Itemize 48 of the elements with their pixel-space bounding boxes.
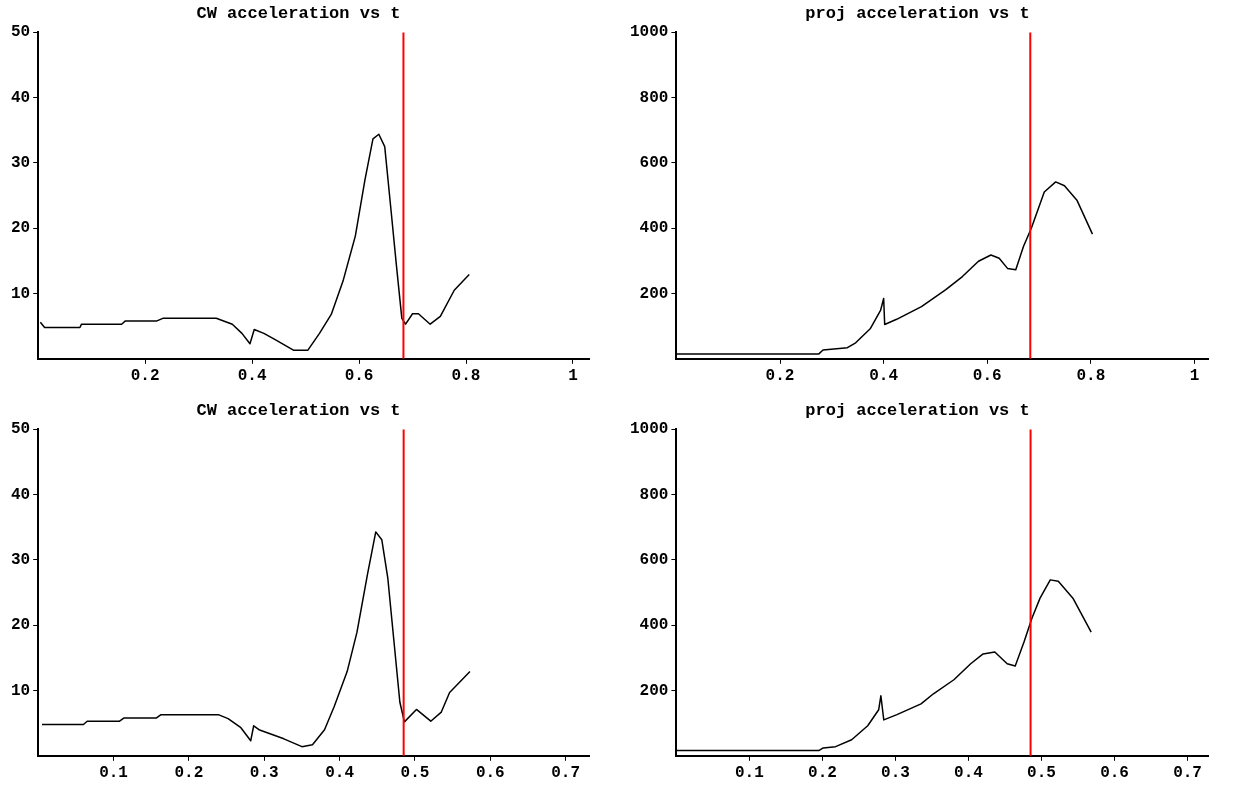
y-tick-label: 50 — [11, 23, 31, 42]
x-tick-label: 1 — [568, 367, 578, 386]
x-tick-label: 0.5 — [400, 764, 430, 783]
chart-title: proj acceleration vs t — [805, 401, 1030, 421]
y-tick-label: 200 — [639, 284, 669, 303]
y-tick-label: 200 — [639, 681, 669, 700]
x-tick-label: 0.1 — [99, 764, 128, 783]
y-tick-label: 40 — [11, 88, 31, 107]
x-tick-label: 0.2 — [130, 367, 160, 386]
chart-title: CW acceleration vs t — [196, 4, 401, 24]
x-tick-label: 0.4 — [954, 764, 984, 783]
x-tick-label: 0.5 — [1027, 764, 1056, 783]
y-tick-label: 30 — [11, 153, 31, 172]
y-tick-label: 400 — [639, 616, 669, 635]
y-tick-label: 800 — [639, 88, 669, 107]
chart-title: CW acceleration vs t — [196, 401, 401, 421]
y-tick-label: 20 — [11, 219, 31, 238]
y-tick-label: 400 — [639, 219, 669, 238]
y-tick-label: 10 — [11, 284, 31, 303]
y-tick-label: 600 — [639, 153, 669, 172]
x-tick-label: 0.7 — [1173, 764, 1202, 783]
x-tick-label: 0.2 — [174, 764, 204, 783]
y-tick-label: 1000 — [630, 23, 669, 42]
x-tick-label: 0.1 — [735, 764, 764, 783]
y-tick-label: 50 — [11, 420, 31, 439]
x-tick-label: 0.6 — [344, 367, 374, 386]
y-tick-label: 800 — [639, 485, 669, 504]
x-tick-label: 0.7 — [551, 764, 581, 783]
x-tick-label: 0.8 — [1076, 367, 1106, 386]
x-tick-label: 0.2 — [765, 367, 795, 386]
y-tick-label: 20 — [11, 616, 31, 635]
x-tick-label: 0.4 — [869, 367, 899, 386]
x-tick-label: 0.6 — [972, 367, 1002, 386]
y-tick-label: 1000 — [630, 420, 669, 439]
x-tick-label: 0.3 — [249, 764, 279, 783]
x-tick-label: 0.4 — [325, 764, 355, 783]
x-tick-label: 1 — [1189, 367, 1200, 386]
x-tick-label: 0.6 — [475, 764, 505, 783]
y-tick-label: 40 — [11, 485, 31, 504]
x-tick-label: 0.8 — [451, 367, 481, 386]
x-tick-label: 0.4 — [237, 367, 267, 386]
x-tick-label: 0.2 — [808, 764, 837, 783]
x-tick-label: 0.3 — [881, 764, 910, 783]
y-tick-label: 600 — [639, 550, 669, 569]
y-tick-label: 10 — [11, 681, 31, 700]
x-tick-label: 0.6 — [1100, 764, 1129, 783]
y-tick-label: 30 — [11, 550, 31, 569]
chart-title: proj acceleration vs t — [805, 4, 1030, 24]
